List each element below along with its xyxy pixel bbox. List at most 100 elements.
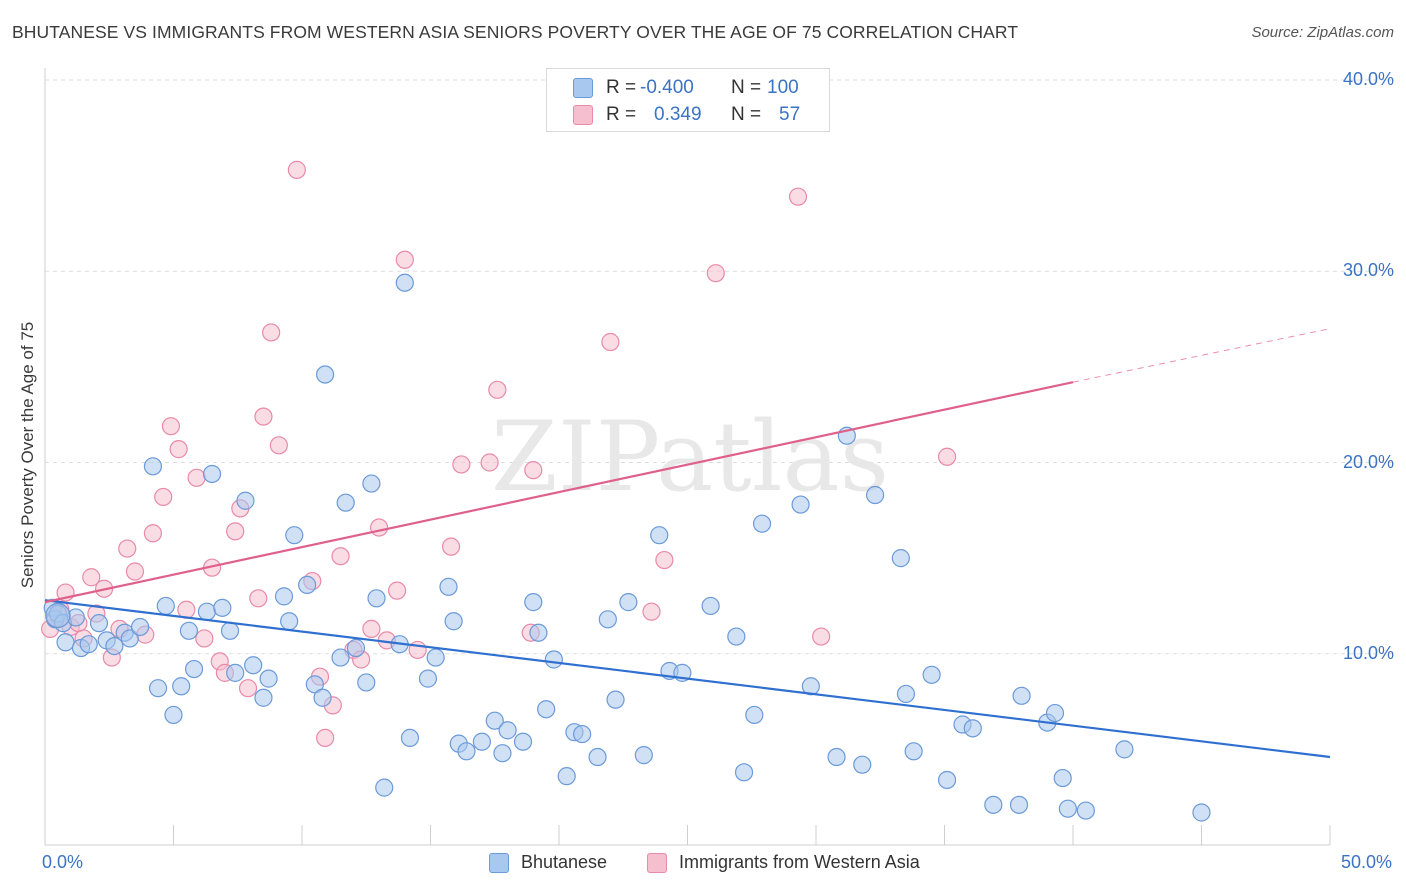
bhutanese-point <box>588 747 607 767</box>
bhutanese-point <box>164 705 183 725</box>
western-asia-point <box>524 461 543 480</box>
bhutanese-point <box>426 648 445 667</box>
bhutanese-point <box>236 491 255 510</box>
western-asia-point <box>154 487 173 507</box>
n-value: 57 <box>779 104 801 125</box>
western-asia-point <box>118 539 137 558</box>
x-tick-max: 50.0% <box>1340 852 1392 872</box>
bhutanese-cluster-point <box>45 602 71 629</box>
western-asia-point <box>254 407 273 426</box>
bhutanese-point <box>285 526 304 545</box>
bhutanese-point <box>444 612 463 631</box>
y-axis-label: Seniors Poverty Over the Age of 75 <box>18 321 37 589</box>
n-label: N = <box>731 104 762 125</box>
bhutanese-point <box>148 679 168 698</box>
bhutanese-point <box>316 365 335 384</box>
bhutanese-point <box>130 617 150 637</box>
western-asia-point <box>395 250 414 269</box>
bhutanese-point <box>220 621 240 640</box>
bhutanese-point <box>400 728 420 748</box>
n-label: N = <box>731 77 762 98</box>
western-asia-point <box>937 447 957 466</box>
bhutanese-point <box>557 767 576 786</box>
bhutanese-point <box>791 495 810 514</box>
western-asia-point <box>452 455 471 474</box>
bhutanese-point <box>375 778 394 797</box>
axes <box>44 68 1331 846</box>
bhutanese-point <box>745 705 764 725</box>
western-asia-point <box>82 568 101 587</box>
western-asia-trend-line <box>44 381 1074 604</box>
bhutanese-point <box>1045 703 1065 723</box>
western-asia-point <box>370 518 389 537</box>
bhutanese-point <box>529 623 548 642</box>
bhutanese-point <box>853 755 872 774</box>
y-tick-label: 20.0% <box>1342 451 1394 472</box>
western-asia-point <box>441 537 461 556</box>
bhutanese-point <box>179 621 199 640</box>
bhutanese-point <box>89 614 109 633</box>
bhutanese-point <box>1076 801 1095 820</box>
bhutanese-point <box>244 656 263 675</box>
legend-item-western-asia[interactable]: Immigrants from Western Asia <box>647 852 920 873</box>
bhutanese-point <box>937 770 957 790</box>
western-asia-point <box>143 524 163 543</box>
source-label: Source: ZipAtlas.com <box>1251 24 1394 41</box>
western-asia-point <box>387 581 407 600</box>
bhutanese-point <box>336 493 355 512</box>
legend-item-bhutanese[interactable]: Bhutanese <box>489 852 607 873</box>
bhutanese-point <box>1009 795 1029 814</box>
western-asia-point <box>601 332 620 352</box>
bhutanese-point <box>573 724 592 744</box>
bhutanese-point <box>524 593 543 612</box>
bhutanese-point <box>485 711 504 730</box>
western-asia-point <box>161 417 181 436</box>
bhutanese-point <box>367 589 386 608</box>
r-value: -0.400 <box>640 77 694 98</box>
bhutanese-point <box>598 610 617 629</box>
bhutanese-point <box>213 598 232 617</box>
bhutanese-trend-line <box>44 599 1331 759</box>
bhutanese-point <box>1053 768 1072 788</box>
x-tick-min: 0.0% <box>42 852 84 872</box>
bhutanese-point <box>457 742 476 761</box>
bhutanese-point <box>331 648 350 667</box>
bhutanese-point <box>274 587 294 606</box>
bhutanese-point <box>896 684 916 704</box>
bhutanese-point <box>904 742 923 761</box>
western-asia-point <box>788 187 808 206</box>
trend-lines <box>44 328 1331 759</box>
bhutanese-point <box>472 732 491 751</box>
bhutanese-point <box>418 669 438 688</box>
western-asia-point <box>316 728 335 748</box>
bhutanese-point <box>362 474 381 493</box>
bhutanese-point <box>1058 799 1077 818</box>
bhutanese-point <box>313 688 332 707</box>
western-asia-point <box>195 629 214 648</box>
bhutanese-point <box>727 627 746 646</box>
bhutanese-point <box>1012 686 1031 705</box>
western-asia-point <box>169 440 188 459</box>
western-asia-point <box>812 627 831 646</box>
r-label: R = <box>606 77 637 98</box>
bhutanese-point <box>537 700 556 719</box>
western-asia-point <box>269 436 288 455</box>
r-value: 0.349 <box>654 104 702 125</box>
pink-swatch <box>647 852 667 873</box>
western-asia-point <box>238 679 258 698</box>
western-asia-point <box>262 323 281 342</box>
western-asia-point <box>706 264 725 283</box>
bhutanese-point <box>120 629 139 648</box>
bhutanese-point <box>254 688 273 707</box>
bhutanese-point <box>105 636 124 656</box>
legend-label: Immigrants from Western Asia <box>679 852 920 872</box>
bhutanese-point <box>259 669 278 688</box>
stats-row-western-asia: R = 0.349 N = 57 <box>547 102 829 128</box>
bhutanese-point <box>202 464 222 484</box>
bhutanese-point <box>56 633 75 652</box>
western-asia-point <box>187 468 206 487</box>
bhutanese-point <box>866 485 885 505</box>
bhutanese-point <box>619 593 638 612</box>
bhutanese-point <box>498 721 517 740</box>
